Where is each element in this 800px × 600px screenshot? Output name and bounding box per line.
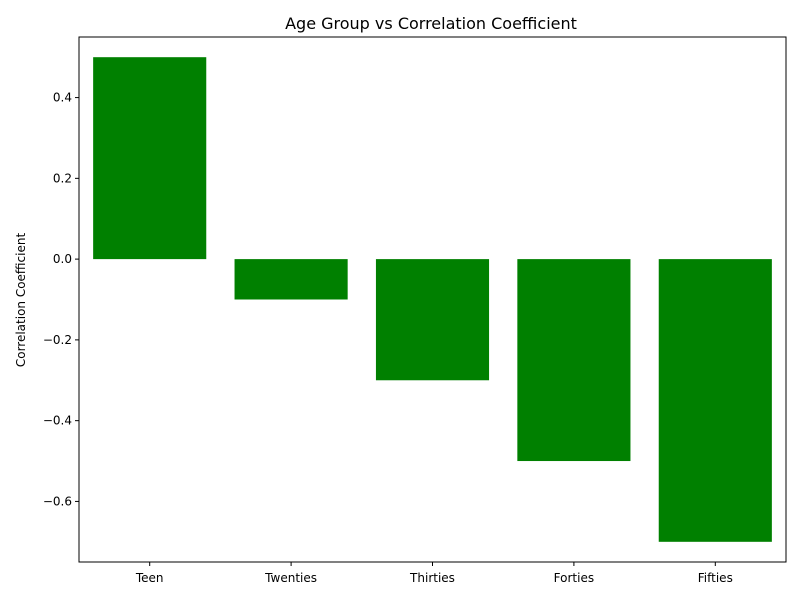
x-tick-label: Fifties: [698, 571, 733, 585]
y-tick-label: −0.6: [43, 494, 72, 508]
bars-group: [93, 57, 772, 542]
chart-title: Age Group vs Correlation Coefficient: [285, 14, 577, 33]
bar-teen: [93, 57, 207, 260]
bar-fifties: [658, 259, 772, 542]
y-tick-label: 0.4: [53, 91, 72, 105]
y-tick-label: 0.2: [53, 171, 72, 185]
y-axis-label: Correlation Coefficient: [14, 233, 28, 368]
bar-twenties: [234, 259, 348, 300]
bar-thirties: [375, 259, 490, 381]
bar-forties: [517, 259, 631, 462]
x-tick-label: Forties: [554, 571, 594, 585]
x-tick-label: Thirties: [409, 571, 455, 585]
y-tick-label: −0.4: [43, 414, 72, 428]
y-tick-label: −0.2: [43, 333, 72, 347]
x-axis: Teen Twenties Thirties Forties Fifties: [135, 562, 733, 585]
y-tick-label: 0.0: [53, 252, 72, 266]
x-tick-label: Twenties: [264, 571, 317, 585]
y-axis: −0.6 −0.4 −0.2 0.0 0.2 0.4: [43, 91, 79, 508]
x-tick-label: Teen: [135, 571, 164, 585]
